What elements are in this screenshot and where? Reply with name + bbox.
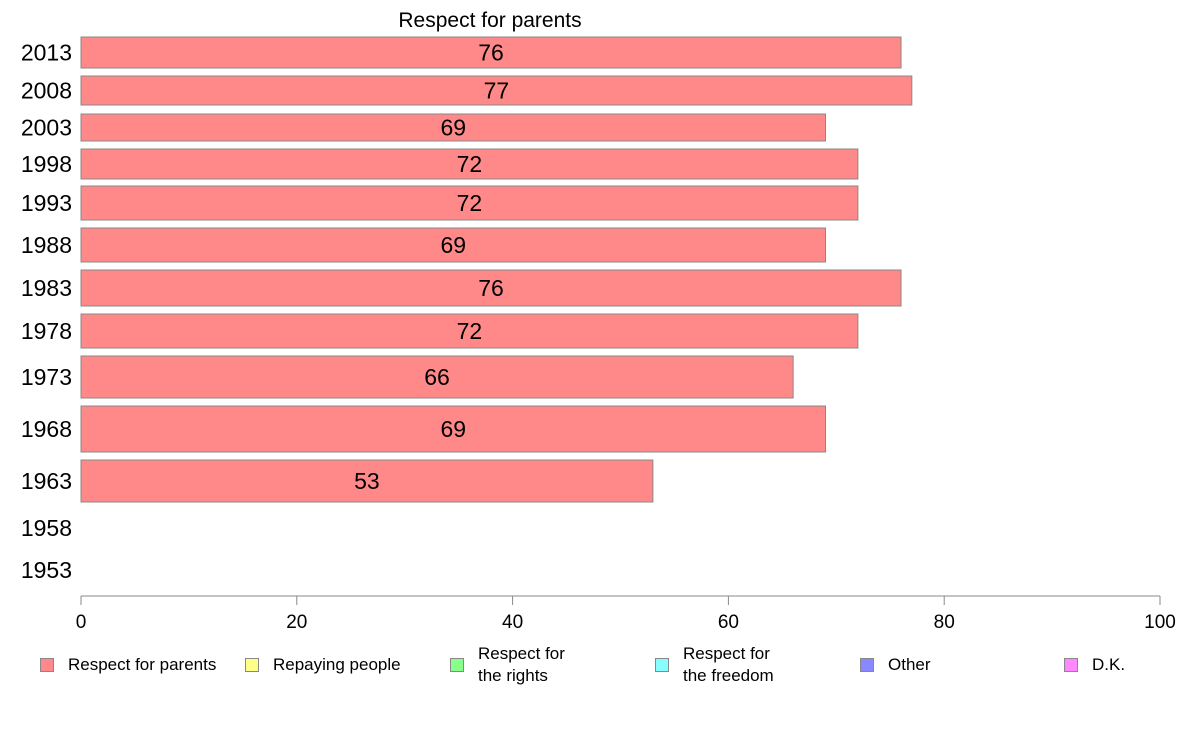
data-label: 77 — [484, 78, 510, 104]
legend-swatch — [245, 658, 259, 672]
legend-label: Respect for parents — [68, 655, 217, 674]
bar — [80, 113, 827, 142]
data-label: 72 — [457, 318, 483, 344]
data-label: 76 — [478, 275, 504, 301]
y-tick-label: 1953 — [21, 557, 72, 583]
legend-label: Respect for the freedom — [683, 644, 774, 685]
bar — [80, 185, 859, 221]
y-tick-label: 2003 — [21, 115, 72, 141]
bar — [80, 269, 902, 307]
y-tick-label: 1973 — [21, 364, 72, 390]
legend-label: Respect for the rights — [478, 644, 565, 685]
legend-item: Repaying people — [245, 640, 401, 690]
bar — [80, 405, 827, 453]
x-tick-label: 0 — [76, 612, 87, 633]
legend-item: Respect for the freedom — [655, 640, 774, 690]
bar — [80, 313, 859, 349]
legend-swatch — [1064, 658, 1078, 672]
bar — [80, 459, 654, 503]
bars-layer: 2013 76 2008 77 2003 69 1998 72 1993 72 1988 69 1983… — [21, 36, 913, 583]
legend-item: Other — [860, 640, 931, 690]
x-tick-label: 100 — [1144, 612, 1176, 633]
data-label: 72 — [457, 151, 483, 177]
legend-label: Repaying people — [273, 655, 401, 674]
legend-item: D.K. — [1064, 640, 1125, 690]
bar — [80, 148, 859, 180]
legend-item: Respect for the rights — [450, 640, 565, 690]
legend-swatch — [655, 658, 669, 672]
legend: Respect for parents Repaying people Respec… — [0, 640, 1188, 700]
bar — [80, 75, 913, 106]
legend-swatch — [860, 658, 874, 672]
x-tick-label: 80 — [934, 612, 955, 633]
bar — [80, 227, 827, 263]
data-label: 53 — [354, 468, 380, 494]
y-tick-label: 1998 — [21, 151, 72, 177]
data-label: 69 — [440, 115, 466, 141]
data-label: 72 — [457, 190, 483, 216]
bar-chart: Respect for parents 2013 76 2008 77 2003 69 19… — [21, 9, 1176, 633]
legend-label: D.K. — [1092, 655, 1126, 674]
y-tick-label: 1963 — [21, 468, 72, 494]
legend-label: Other — [888, 655, 931, 674]
y-tick-label: 2013 — [21, 40, 72, 66]
y-tick-label: 1993 — [21, 190, 72, 216]
x-tick-label: 40 — [502, 612, 523, 633]
x-axis: 0 20 40 60 80 100 — [76, 595, 1176, 633]
data-label: 69 — [440, 232, 466, 258]
legend-swatch — [40, 658, 54, 672]
x-tick-label: 60 — [718, 612, 739, 633]
y-tick-label: 1968 — [21, 416, 72, 442]
y-tick-label: 1978 — [21, 318, 72, 344]
data-label: 76 — [478, 40, 504, 66]
data-label: 66 — [424, 364, 450, 390]
x-tick-label: 20 — [286, 612, 307, 633]
bar — [80, 355, 794, 399]
legend-swatch — [450, 658, 464, 672]
bar — [80, 36, 902, 69]
chart-title: Respect for parents — [398, 9, 581, 32]
y-tick-label: 1983 — [21, 275, 72, 301]
y-tick-label: 1988 — [21, 232, 72, 258]
data-label: 69 — [440, 416, 466, 442]
y-tick-label: 1958 — [21, 515, 72, 541]
legend-item: Respect for parents — [40, 640, 216, 690]
y-tick-label: 2008 — [21, 78, 72, 104]
